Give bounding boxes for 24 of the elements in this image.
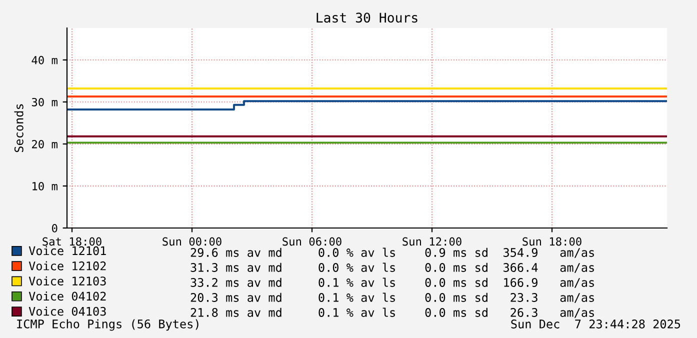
text: 21.8 ms av md 0.1 % av ls 0.0 ms sd 26.3 am/as [190, 308, 594, 318]
x-tick-label: Sun 06:00 [282, 237, 342, 246]
text: ICMP Echo Pings (56 Bytes) [17, 319, 198, 331]
x-tick-label: Sun 12:00 [402, 237, 462, 246]
text: 20.3 ms av md 0.1 % av ls 0.0 ms sd 23.3 am/as [190, 292, 594, 303]
y-tick-label: 0 [52, 224, 58, 232]
x-tick-label: Sun 18:00 [522, 237, 582, 246]
y-axis-title: Seconds [14, 104, 24, 152]
legend-label: Voice 12103 [28, 276, 106, 286]
y-tick-label: 10 m [32, 182, 58, 190]
text: Sun Dec 7 23:44:28 2025 [511, 320, 680, 328]
legend-label: Voice 04103 [28, 306, 106, 316]
text: 33.2 ms av md 0.1 % av ls 0.0 ms sd 166.9 am/as [190, 278, 594, 288]
legend-label: Voice 12102 [28, 261, 106, 270]
x-tick-label: Sat 18:00 [42, 237, 102, 246]
text: 29.6 ms av md 0.0 % av ls 0.9 ms sd 354.9 am/as [190, 248, 594, 258]
y-tick-label: 20 m [32, 140, 58, 148]
chart-title: Last 30 Hours [316, 12, 418, 23]
y-tick-label: 30 m [32, 98, 58, 106]
text: 31.3 ms av md 0.0 % av ls 0.0 ms sd 366.4 am/as [190, 262, 594, 273]
y-tick-label: 40 m [32, 56, 58, 64]
legend-label: Voice 04102 [28, 292, 106, 301]
legend-label: Voice 12101 [28, 246, 106, 256]
x-tick-label: Sun 00:00 [162, 237, 222, 246]
